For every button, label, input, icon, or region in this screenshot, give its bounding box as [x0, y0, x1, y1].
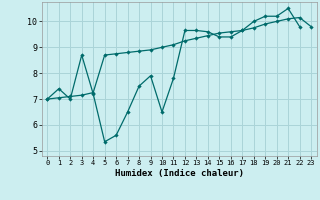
X-axis label: Humidex (Indice chaleur): Humidex (Indice chaleur) [115, 169, 244, 178]
